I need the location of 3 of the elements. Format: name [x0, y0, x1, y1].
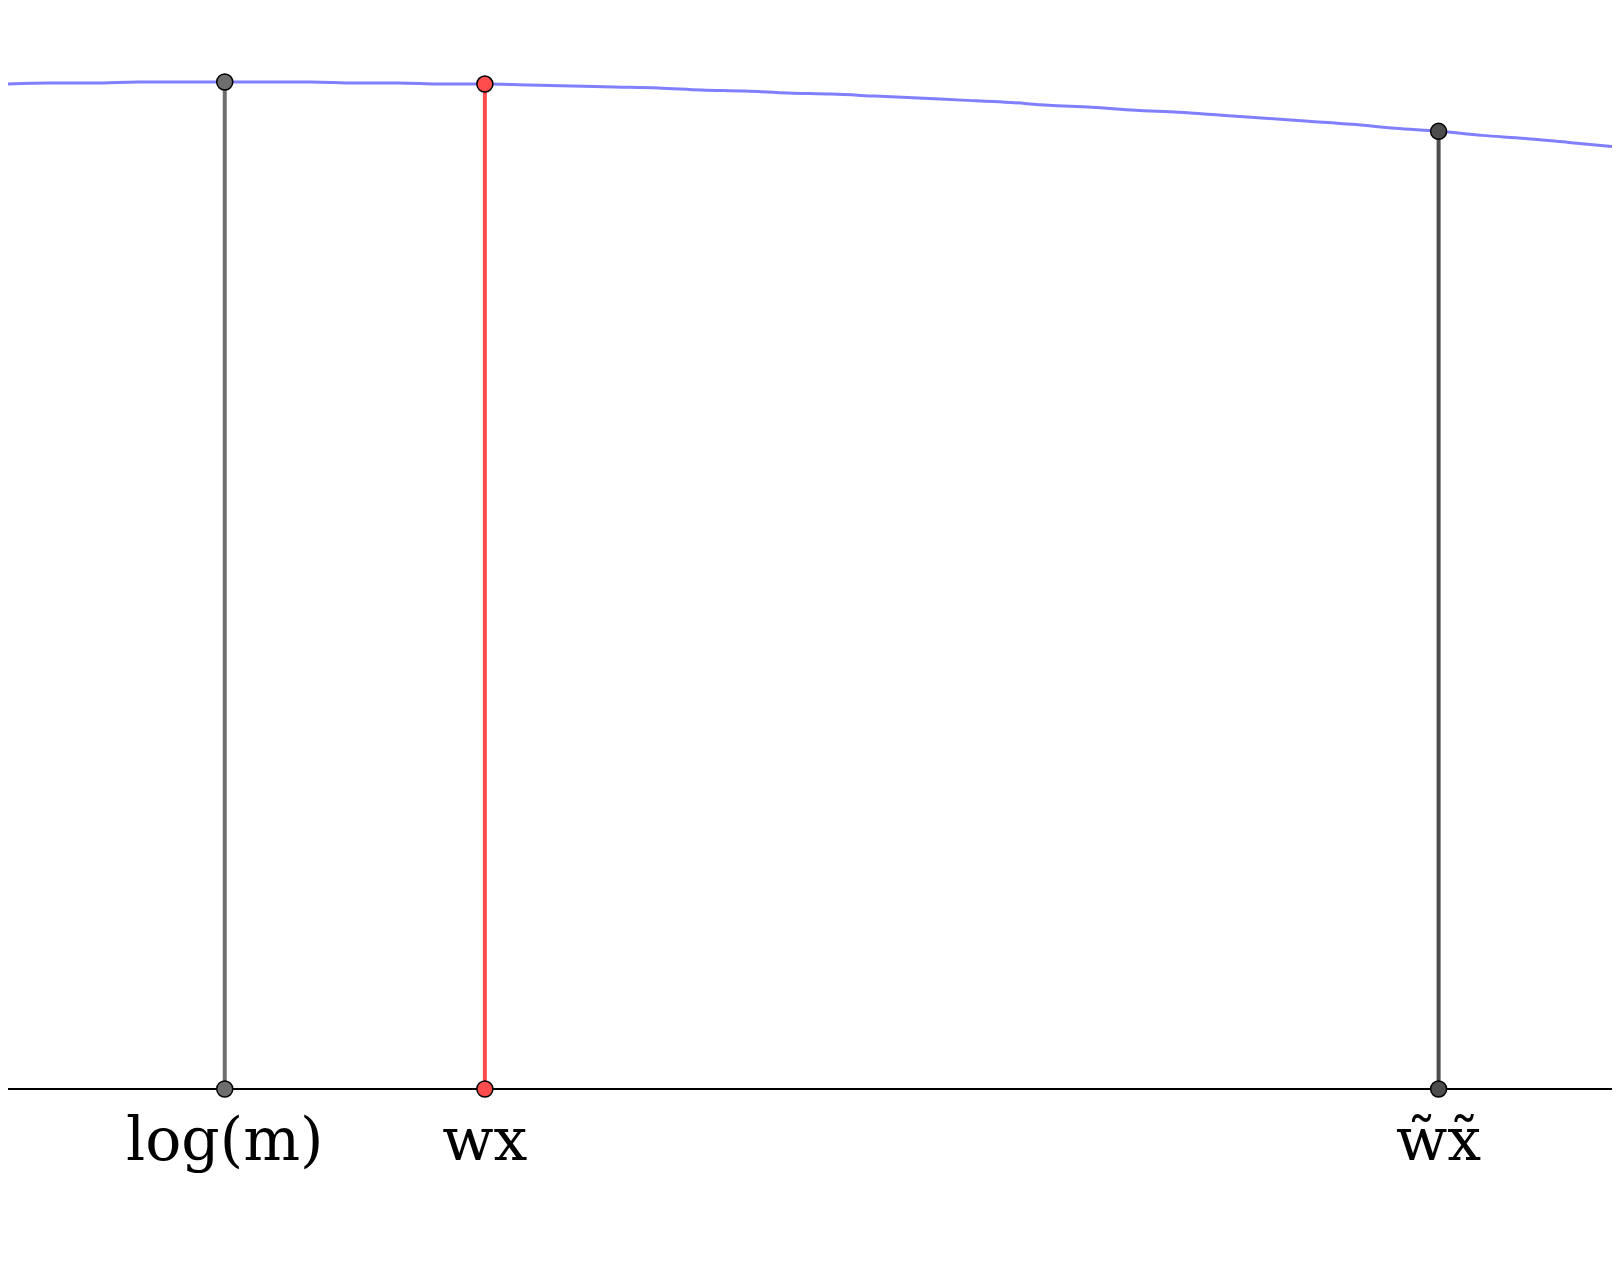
x-tick-label: w̃x̃ [1395, 1103, 1482, 1174]
x-tick-label: wx [442, 1103, 528, 1174]
x-tick-label: log(m) [126, 1103, 324, 1174]
